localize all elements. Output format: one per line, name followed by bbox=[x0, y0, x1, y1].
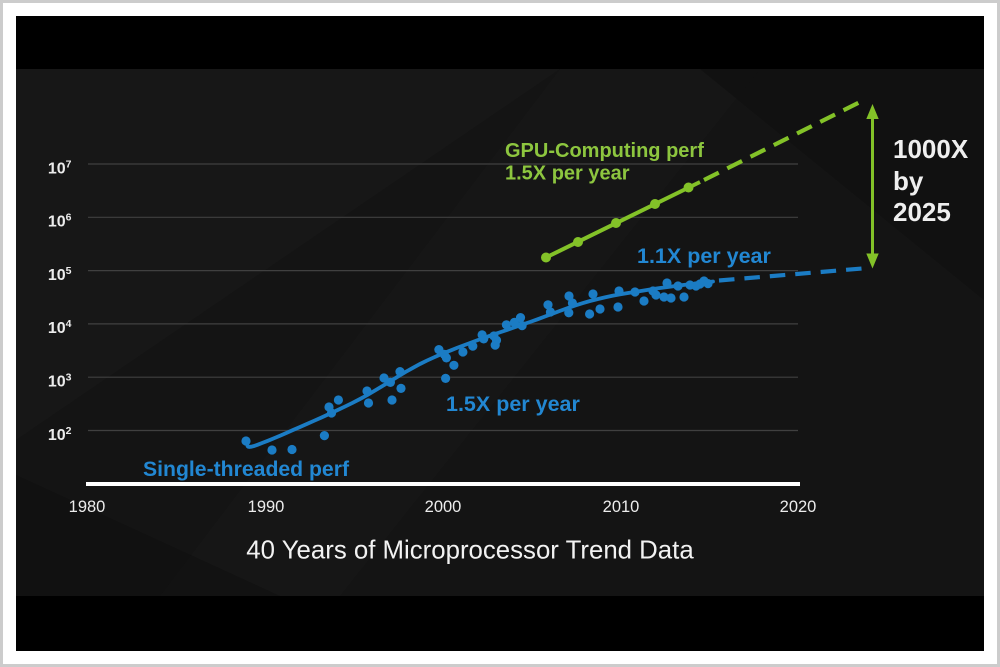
svg-text:2010: 2010 bbox=[603, 498, 640, 516]
svg-text:2000: 2000 bbox=[425, 498, 462, 516]
svg-text:1.5X per year: 1.5X per year bbox=[505, 163, 630, 185]
svg-text:Single-threaded perf: Single-threaded perf bbox=[143, 458, 350, 481]
svg-text:40 Years of Microprocessor Tre: 40 Years of Microprocessor Trend Data bbox=[246, 537, 694, 565]
svg-text:GPU-Computing perf: GPU-Computing perf bbox=[505, 140, 704, 162]
svg-text:1.1X per year: 1.1X per year bbox=[637, 244, 772, 268]
svg-text:1.5X per year: 1.5X per year bbox=[446, 392, 581, 416]
svg-text:by: by bbox=[893, 166, 924, 196]
svg-text:2025: 2025 bbox=[893, 197, 951, 227]
svg-text:1000X: 1000X bbox=[893, 134, 969, 164]
svg-text:2020: 2020 bbox=[780, 498, 817, 516]
svg-text:1980: 1980 bbox=[69, 498, 106, 516]
svg-text:1990: 1990 bbox=[248, 498, 285, 516]
